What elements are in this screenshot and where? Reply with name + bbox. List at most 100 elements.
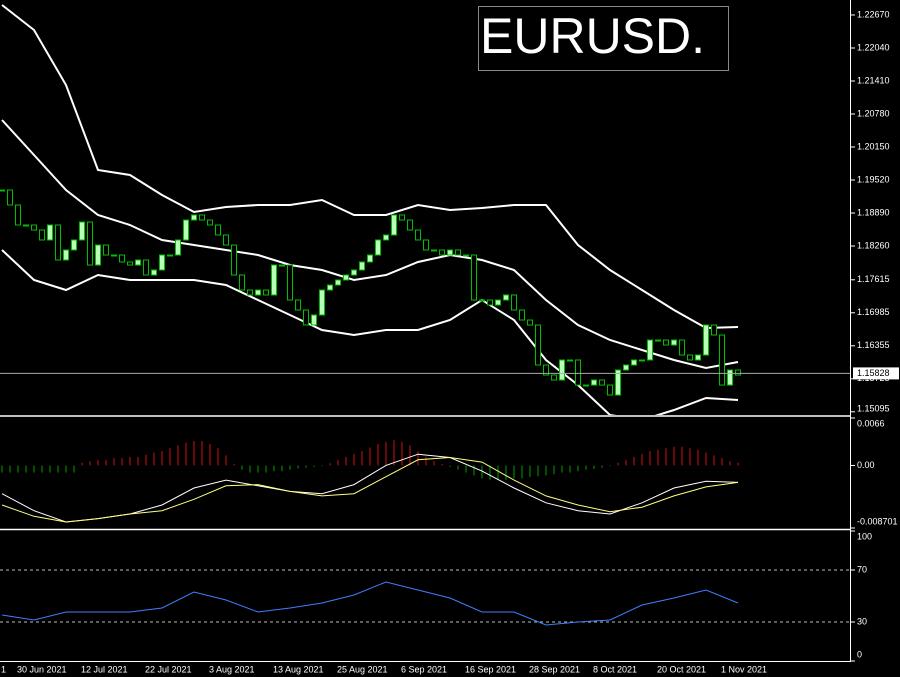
x-tick-label: 13 Aug 2021	[273, 664, 324, 674]
candle	[479, 299, 485, 302]
candle	[191, 214, 197, 221]
rsi-panel	[0, 569, 850, 626]
candle	[559, 359, 565, 381]
y-tick-label: 1.18260	[857, 240, 890, 250]
x-tick-label: 1 Nov 2021	[721, 664, 767, 674]
x-tick-label: 25 Aug 2021	[337, 664, 388, 674]
candle	[71, 239, 77, 251]
symbol-frame	[478, 6, 729, 71]
axes	[0, 0, 851, 662]
x-tick-label: 28 Sep 2021	[529, 664, 580, 674]
y-tick-label: 0.0066	[857, 418, 885, 428]
candle	[503, 294, 509, 301]
y-tick-label: 1.17615	[857, 274, 890, 284]
candle	[423, 239, 429, 251]
candle	[23, 224, 29, 227]
candle	[519, 309, 525, 321]
candle	[607, 384, 613, 396]
candle	[623, 364, 629, 371]
y-tick-label: 1.18890	[857, 207, 890, 217]
candle	[271, 264, 277, 296]
indicator-line	[1, 456, 739, 523]
candle	[543, 364, 549, 376]
x-tick-label: 8 Oct 2021	[593, 664, 637, 674]
candle	[15, 204, 21, 226]
y-tick-label: 0	[857, 649, 862, 659]
candle	[63, 249, 69, 261]
candle	[551, 374, 557, 381]
candle	[151, 269, 157, 276]
candle	[103, 244, 109, 256]
candle	[95, 244, 101, 266]
candle	[399, 214, 405, 221]
candle	[391, 214, 397, 236]
candle	[0, 189, 5, 192]
candle	[287, 264, 293, 301]
candle	[231, 244, 237, 276]
candle	[343, 274, 349, 281]
candle	[351, 269, 357, 276]
candle	[415, 229, 421, 241]
candle	[111, 254, 117, 257]
candle	[719, 334, 725, 386]
candle	[87, 221, 93, 266]
candle	[471, 254, 477, 301]
y-tick-label: 1.22040	[857, 42, 890, 52]
y-tick-label: 1.16985	[857, 307, 890, 317]
y-tick-label: 70	[857, 564, 867, 574]
candle	[439, 249, 445, 256]
last-price-label: 1.15828	[857, 368, 890, 378]
candle	[679, 339, 685, 356]
candle	[223, 234, 229, 246]
candle	[527, 319, 533, 326]
candle	[39, 229, 45, 241]
y-tick-label: 1.22670	[857, 9, 890, 19]
chart-title: EURUSD.	[480, 8, 705, 64]
candle	[335, 279, 341, 286]
candle	[407, 219, 413, 231]
candle	[215, 224, 221, 236]
symbol-box: EURUSD.	[478, 6, 729, 71]
candle	[47, 224, 53, 241]
candle	[183, 219, 189, 241]
candle	[695, 354, 701, 361]
candle	[447, 249, 453, 256]
candle	[639, 359, 645, 362]
candle	[359, 261, 365, 271]
candle	[31, 224, 37, 231]
indicator-line	[1, 581, 739, 626]
candle	[175, 239, 181, 256]
candle	[303, 309, 309, 326]
x-tick-label: 22 Jul 2021	[145, 664, 192, 674]
y-tick-label: 1.20150	[857, 141, 890, 151]
candle	[79, 221, 85, 241]
candle	[671, 339, 677, 346]
labels: 1.22670 1.22040 1.21410 1.20780 1.20150 1.195…	[1, 9, 899, 674]
candle	[127, 261, 133, 266]
candle	[143, 259, 149, 276]
y-tick-label: 1.21410	[857, 75, 890, 85]
candle	[119, 254, 125, 263]
y-tick-label: 1.15095	[857, 403, 890, 413]
candle	[591, 379, 597, 386]
candle	[207, 219, 213, 226]
x-tick-label: 3 Aug 2021	[209, 664, 255, 674]
candle	[487, 299, 493, 306]
x-tick-label: 16 Sep 2021	[465, 664, 516, 674]
candle	[655, 339, 661, 342]
candle	[535, 324, 541, 366]
candle	[583, 384, 589, 387]
y-tick-label: 1.20780	[857, 108, 890, 118]
candle	[647, 339, 653, 361]
candle	[247, 289, 253, 296]
y-tick-label: 30	[857, 616, 867, 626]
macd-panel	[1, 440, 739, 523]
x-tick-label: 6 Sep 2021	[401, 664, 447, 674]
candle	[431, 249, 437, 252]
candle	[367, 254, 373, 263]
candle	[375, 239, 381, 256]
y-tick-label: 0.00	[857, 460, 875, 470]
